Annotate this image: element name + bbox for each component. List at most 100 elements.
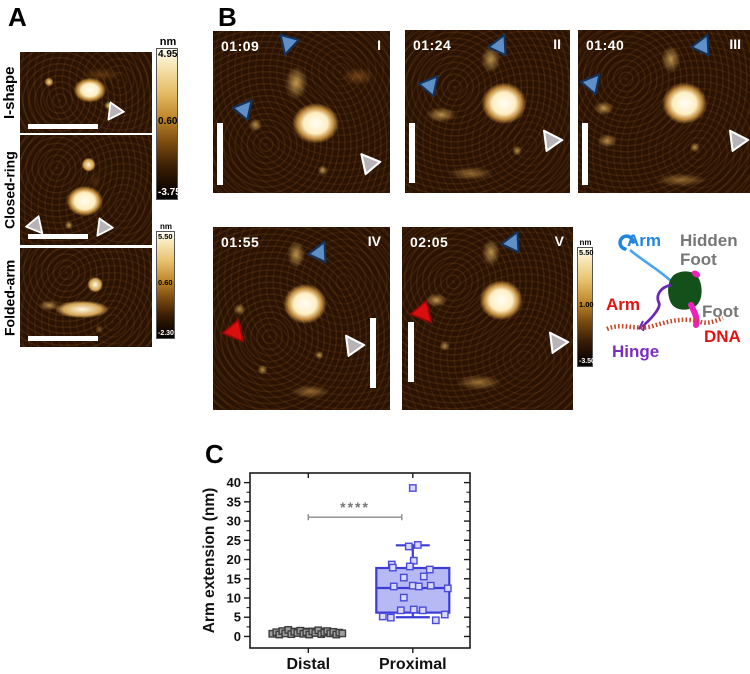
y-tick-label: 0 — [234, 629, 241, 644]
label-hidden-foot: Hidden Foot — [680, 231, 738, 270]
arm-hook-shape — [618, 234, 635, 251]
significance-bracket: **** — [307, 499, 403, 521]
data-point — [405, 562, 414, 571]
label-arm-left: Arm — [606, 295, 641, 314]
x-category-label: Proximal — [379, 656, 447, 669]
colorbar-mid: 0.60 — [158, 277, 173, 287]
colorbar-unit: nm — [579, 238, 592, 247]
scale-bar — [408, 322, 414, 382]
data-point — [399, 593, 408, 602]
label-dna: DNA — [704, 327, 741, 346]
row-label-folded-arm: Folded-arm — [1, 259, 18, 336]
y-tick-label: 25 — [227, 533, 241, 548]
scale-bar — [409, 123, 415, 183]
colorbar-a-bottom: nm 5.50 0.60 -2.30 — [156, 222, 176, 339]
schematic-drawing — [606, 234, 724, 332]
y-axis-label: Arm extension (nm) — [201, 488, 218, 634]
panel-a-label: A — [8, 2, 27, 32]
row-label-i-shape: I-shape — [1, 66, 18, 119]
red-arrowhead-icon — [409, 299, 433, 324]
data-point — [426, 581, 435, 590]
arm-line-shape — [629, 249, 672, 282]
colorbar-min: -3.50 — [579, 358, 595, 365]
box-proximal — [375, 484, 452, 625]
timestamp: 01:40 — [586, 37, 625, 53]
afm-frame-5: 02:05 V — [402, 227, 573, 410]
afm-image-closed-ring — [20, 135, 152, 245]
data-point — [408, 484, 417, 492]
gray-arrowhead-icon — [359, 152, 383, 176]
label-arm-top: Arm — [627, 231, 662, 250]
frame-numeral: V — [554, 233, 564, 249]
data-point — [338, 629, 347, 638]
data-point — [388, 563, 397, 572]
scale-bar — [370, 318, 376, 388]
scale-bar — [217, 123, 223, 185]
data-point — [409, 605, 418, 614]
box-distal — [268, 626, 347, 639]
afm-frame-1: 01:09 I — [213, 31, 390, 193]
arm-extension-boxplot: 0 5 10 15 20 25 30 35 40 Distal Proximal Arm extens… — [195, 440, 505, 673]
blue-arrowhead-icon — [306, 239, 327, 264]
panel-c-label: C — [205, 439, 224, 469]
afm-frame-3: 01:40 III — [578, 30, 750, 193]
afm-image-i-shape — [20, 52, 152, 133]
y-tick-label: 40 — [227, 475, 241, 490]
gray-arrowhead-icon — [24, 214, 44, 235]
colorbar-unit: nm — [159, 36, 177, 48]
data-point — [440, 610, 449, 619]
scale-bar — [582, 123, 588, 185]
data-point — [378, 612, 387, 621]
body-shape — [668, 271, 702, 310]
timestamp: 02:05 — [410, 234, 449, 250]
label-foot: Foot — [702, 302, 739, 321]
gray-arrowhead-icon — [542, 128, 565, 153]
colorbar-min: -2.30 — [158, 330, 174, 337]
hinge-line-shape — [644, 283, 672, 326]
blue-arrowhead-icon — [578, 72, 602, 96]
frame-numeral: III — [729, 36, 741, 52]
gray-arrowhead-icon — [344, 333, 367, 358]
scale-bar — [28, 124, 98, 129]
y-tick-label: 20 — [227, 552, 241, 567]
protein-schematic: Arm Hidden Foot Arm Foot DNA Hinge — [603, 225, 750, 370]
foot-shape — [688, 302, 700, 328]
colorbar-a-top: nm 4.95 0.60 -3.75 — [156, 36, 181, 200]
data-point — [399, 573, 408, 582]
blue-arrowhead-icon — [416, 74, 440, 98]
frame-numeral: IV — [367, 233, 381, 249]
y-tick-label: 5 — [234, 610, 241, 625]
colorbar-mid: 1.00 — [579, 300, 594, 310]
frame-numeral: I — [377, 37, 381, 53]
blue-arrowhead-icon — [486, 32, 507, 57]
y-tick-label: 30 — [227, 514, 241, 529]
colorbar-min: -3.75 — [158, 187, 181, 198]
data-point — [431, 616, 440, 625]
label-hinge: Hinge — [612, 342, 660, 361]
colorbar-b: nm 5.50 1.00 -3.50 — [577, 238, 595, 367]
row-label-closed-ring: Closed-ring — [1, 151, 18, 229]
afm-image-folded-arm — [20, 248, 152, 347]
colorbar-max: 5.50 — [579, 248, 594, 257]
dna-strand-shape — [606, 315, 724, 332]
afm-frame-2: 01:24 II — [405, 30, 570, 193]
x-category-label: Distal — [287, 656, 331, 669]
blue-arrowhead-icon — [689, 32, 710, 57]
timestamp: 01:09 — [221, 38, 260, 54]
y-tick-label: 15 — [227, 571, 241, 586]
data-point — [425, 565, 434, 574]
data-point — [389, 582, 398, 591]
foot-nub-shape — [691, 270, 701, 278]
red-arrowhead-icon — [221, 318, 245, 343]
timestamp: 01:24 — [413, 37, 452, 53]
timestamp: 01:55 — [221, 234, 260, 250]
colorbar-mid: 0.60 — [158, 115, 178, 127]
significance-label: **** — [340, 499, 370, 515]
gray-arrowhead-icon — [728, 128, 750, 153]
scale-bar — [28, 234, 88, 239]
gray-arrowhead-icon — [107, 100, 126, 122]
y-tick-label: 35 — [227, 494, 241, 509]
boxplot-svg: 0 5 10 15 20 25 30 35 40 Distal Proximal Arm extens… — [201, 472, 471, 673]
data-point — [413, 541, 422, 549]
